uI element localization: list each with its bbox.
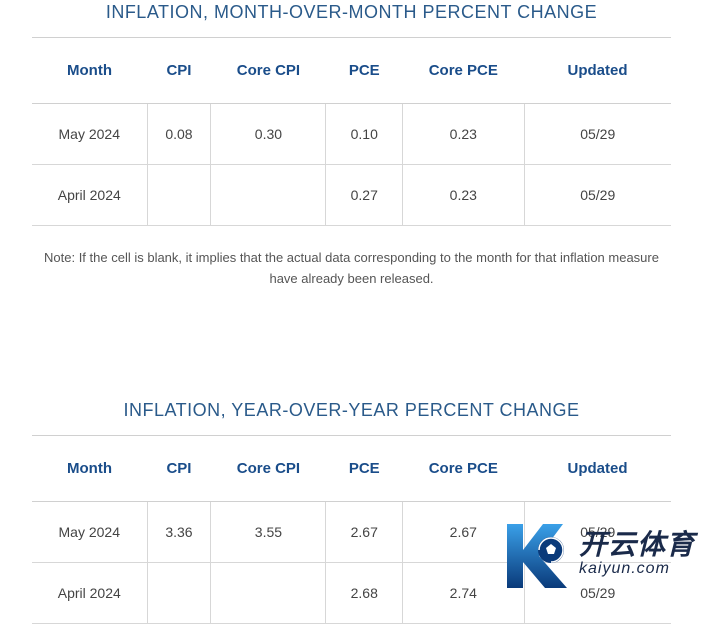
col-month: Month	[32, 435, 147, 501]
col-corecpi: Core CPI	[211, 435, 326, 501]
cell-pce: 2.67	[326, 501, 403, 562]
cell-updated: 05/29	[524, 165, 671, 226]
col-updated: Updated	[524, 38, 671, 104]
col-pce: PCE	[326, 435, 403, 501]
col-cpi: CPI	[147, 38, 211, 104]
col-corepce: Core PCE	[403, 38, 524, 104]
cell-updated: 05/29	[524, 501, 671, 562]
table-header-row: Month CPI Core CPI PCE Core PCE Updated	[32, 435, 671, 501]
yoy-table: Month CPI Core CPI PCE Core PCE Updated …	[32, 435, 671, 624]
col-pce: PCE	[326, 38, 403, 104]
col-corecpi: Core CPI	[211, 38, 326, 104]
col-month: Month	[32, 38, 147, 104]
col-updated: Updated	[524, 435, 671, 501]
table-row: April 2024 2.68 2.74 05/29	[32, 562, 671, 623]
cell-month: May 2024	[32, 501, 147, 562]
table-row: April 2024 0.27 0.23 05/29	[32, 165, 671, 226]
cell-cpi	[147, 165, 211, 226]
cell-corecpi: 0.30	[211, 104, 326, 165]
cell-corecpi	[211, 562, 326, 623]
cell-updated: 05/29	[524, 104, 671, 165]
cell-corepce: 2.74	[403, 562, 524, 623]
cell-corecpi	[211, 165, 326, 226]
cell-cpi: 3.36	[147, 501, 211, 562]
cell-updated: 05/29	[524, 562, 671, 623]
cell-cpi	[147, 562, 211, 623]
cell-corepce: 2.67	[403, 501, 524, 562]
mom-title: INFLATION, MONTH-OVER-MONTH PERCENT CHAN…	[32, 2, 671, 23]
cell-corecpi: 3.55	[211, 501, 326, 562]
col-corepce: Core PCE	[403, 435, 524, 501]
cell-pce: 0.27	[326, 165, 403, 226]
cell-pce: 0.10	[326, 104, 403, 165]
yoy-title: INFLATION, YEAR-OVER-YEAR PERCENT CHANGE	[32, 400, 671, 421]
cell-pce: 2.68	[326, 562, 403, 623]
col-cpi: CPI	[147, 435, 211, 501]
mom-note: Note: If the cell is blank, it implies t…	[32, 248, 671, 290]
cell-month: April 2024	[32, 562, 147, 623]
cell-corepce: 0.23	[403, 165, 524, 226]
cell-month: May 2024	[32, 104, 147, 165]
table-row: May 2024 3.36 3.55 2.67 2.67 05/29	[32, 501, 671, 562]
mom-table: Month CPI Core CPI PCE Core PCE Updated …	[32, 37, 671, 226]
table-row: May 2024 0.08 0.30 0.10 0.23 05/29	[32, 104, 671, 165]
table-header-row: Month CPI Core CPI PCE Core PCE Updated	[32, 38, 671, 104]
cell-month: April 2024	[32, 165, 147, 226]
cell-cpi: 0.08	[147, 104, 211, 165]
cell-corepce: 0.23	[403, 104, 524, 165]
